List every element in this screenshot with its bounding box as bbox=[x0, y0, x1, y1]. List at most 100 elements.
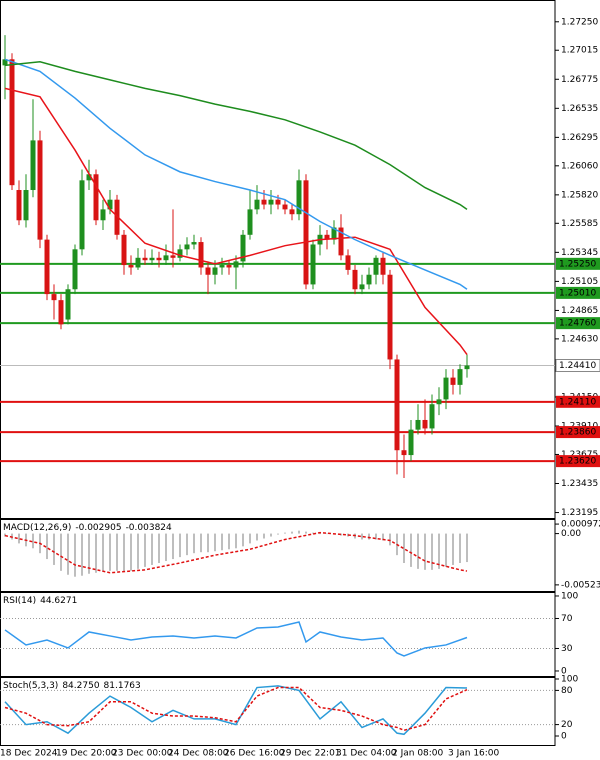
panel-frame bbox=[0, 519, 556, 592]
x-tick-label: 2 Jan 08:00 bbox=[392, 749, 444, 759]
candle-body bbox=[128, 265, 134, 268]
price-level-box bbox=[556, 395, 600, 408]
macd-bar bbox=[144, 533, 146, 567]
y-tick-label: 30 bbox=[561, 644, 573, 654]
macd-bar bbox=[270, 533, 272, 537]
candle-body bbox=[345, 255, 351, 270]
macd-bar bbox=[242, 533, 244, 547]
candle-body bbox=[2, 59, 8, 66]
candle-body bbox=[23, 190, 29, 221]
macd-bar bbox=[207, 533, 209, 553]
price-level-box bbox=[556, 317, 600, 330]
candle-body bbox=[254, 199, 260, 210]
candle-body bbox=[331, 227, 337, 240]
indicator-title: RSI(14) 44.6271 bbox=[3, 596, 77, 606]
price-level-label: 1.23860 bbox=[559, 428, 596, 438]
price-level-box bbox=[556, 286, 600, 299]
y-tick-label: 1.25345 bbox=[561, 248, 598, 258]
candle-body bbox=[170, 255, 176, 258]
candle-body bbox=[107, 199, 113, 210]
macd-bar bbox=[249, 533, 251, 544]
candle-body bbox=[37, 140, 43, 240]
candle-body bbox=[51, 294, 57, 301]
macd-bar bbox=[74, 533, 76, 577]
macd-bar bbox=[284, 532, 286, 534]
macd-bar bbox=[200, 533, 202, 553]
y-tick-label: 0 bbox=[561, 666, 567, 676]
macd-bar bbox=[95, 533, 97, 573]
macd-bar bbox=[123, 533, 125, 572]
macd-bar bbox=[298, 530, 300, 534]
candle-body bbox=[457, 369, 463, 385]
macd-bar bbox=[459, 533, 461, 563]
price-level-label: 1.25250 bbox=[559, 259, 596, 269]
price-level-label: 1.25010 bbox=[559, 288, 596, 298]
indicator-line bbox=[4, 60, 468, 210]
macd-bar bbox=[46, 533, 48, 560]
indicator-line bbox=[4, 58, 468, 290]
y-tick-label: 1.26060 bbox=[561, 161, 598, 171]
x-tick-label: 24 Dec 08:00 bbox=[168, 749, 229, 759]
macd-bar bbox=[382, 533, 384, 541]
current-price-label: 1.24410 bbox=[559, 361, 596, 371]
x-tick-label: 3 Jan 16:00 bbox=[448, 749, 500, 759]
candle-body bbox=[282, 204, 288, 210]
candle-body bbox=[16, 190, 22, 221]
candle-body bbox=[100, 209, 106, 221]
candle-body bbox=[247, 209, 253, 235]
indicator-value: -0.002905 bbox=[75, 523, 121, 533]
y-tick-label: 1.27250 bbox=[561, 17, 598, 27]
macd-bar bbox=[172, 533, 174, 560]
candle-body bbox=[275, 199, 281, 205]
macd-bar bbox=[137, 533, 139, 569]
indicator-title: Stoch(5,3,3) 84.2750 81.1763 bbox=[3, 681, 141, 691]
macd-bar bbox=[340, 533, 342, 536]
macd-bar bbox=[109, 533, 111, 571]
candle-body bbox=[93, 174, 99, 221]
candle-body bbox=[289, 209, 295, 215]
macd-bar bbox=[4, 533, 6, 537]
candle-body bbox=[296, 180, 302, 215]
macd-bar bbox=[228, 533, 230, 550]
candle-body bbox=[373, 257, 379, 275]
y-tick-label: 70 bbox=[561, 614, 573, 624]
macd-bar bbox=[368, 533, 370, 540]
macd-bar bbox=[32, 533, 34, 549]
candle-body bbox=[212, 267, 218, 275]
candle-body bbox=[86, 174, 92, 181]
candle-body bbox=[359, 284, 365, 290]
indicator-value: 44.6271 bbox=[40, 596, 77, 606]
macd-bar bbox=[53, 533, 55, 565]
candle-body bbox=[198, 242, 204, 268]
x-tick-label: 29 Dec 22:01 bbox=[280, 749, 341, 759]
indicator-value: 84.2750 bbox=[62, 681, 99, 691]
candle-body bbox=[156, 257, 162, 261]
price-level-box bbox=[556, 455, 600, 468]
y-tick-label: 0 bbox=[561, 731, 567, 741]
candle-body bbox=[303, 180, 309, 285]
macd-bar bbox=[179, 533, 181, 558]
macd-bar bbox=[67, 533, 69, 575]
macd-bar bbox=[151, 533, 153, 565]
macd-bar bbox=[445, 533, 447, 567]
candle-body bbox=[121, 234, 127, 266]
macd-bar bbox=[361, 533, 363, 540]
candle-body bbox=[443, 377, 449, 400]
macd-bar bbox=[438, 533, 440, 569]
x-tick-label: 26 Dec 16:00 bbox=[224, 749, 285, 759]
macd-bar bbox=[452, 533, 454, 565]
macd-bar bbox=[291, 531, 293, 534]
y-tick-label: 80 bbox=[561, 686, 573, 696]
candle-body bbox=[65, 289, 71, 320]
x-tick-label: 31 Dec 04:00 bbox=[336, 749, 397, 759]
panel-frame bbox=[0, 592, 556, 677]
macd-bar bbox=[193, 533, 195, 554]
indicator-value: 81.1763 bbox=[104, 681, 141, 691]
indicator-line bbox=[4, 87, 468, 356]
y-tick-label: 0.000972 bbox=[561, 520, 600, 530]
macd-bar bbox=[221, 533, 223, 551]
macd-bar bbox=[18, 533, 20, 544]
candle-body bbox=[401, 450, 407, 456]
candle-body bbox=[142, 257, 148, 261]
indicator-name: RSI(14) bbox=[3, 596, 36, 606]
